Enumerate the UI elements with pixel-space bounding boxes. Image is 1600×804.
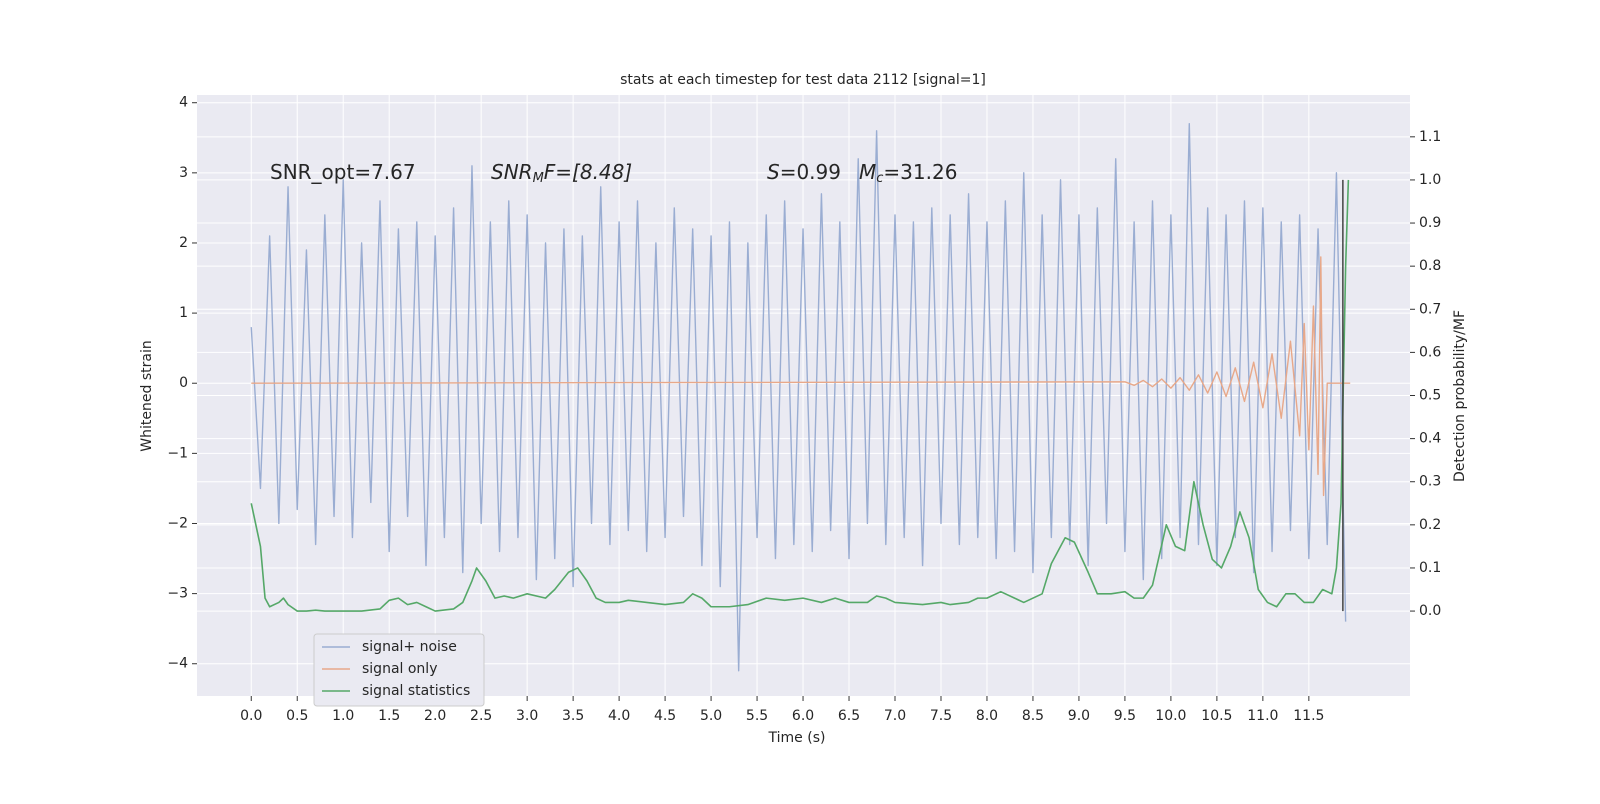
x-tick-label: 1.0 (332, 708, 354, 724)
annotation-part: =0.99 (780, 160, 841, 184)
y-tick-label: −2 (167, 515, 188, 531)
x-tick-label: 0.5 (286, 708, 308, 724)
x-tick-label: 6.5 (838, 708, 860, 724)
y-tick-label: 4 (179, 95, 188, 111)
x-tick-label: 3.0 (516, 708, 538, 724)
legend: signal+ noise signal only signal statistic… (313, 633, 485, 707)
legend-label: signal only (362, 661, 437, 677)
x-tick-label: 9.5 (1114, 708, 1136, 724)
annotation: SNRMF=[8.48] (491, 160, 632, 186)
x-tick-label: 5.5 (746, 708, 768, 724)
legend-label: signal+ noise (362, 639, 457, 655)
axes: 0.0 0.5 1.0 1.5 2.0 2.5 3.0 3.5 4.0 4.5 5.0 5.5 6.0 6… (167, 95, 1441, 724)
y2-tick-label: 0.2 (1419, 517, 1441, 533)
x-tick-label: 6.0 (792, 708, 814, 724)
series-line (250, 123, 1347, 672)
annotation-part: S (767, 160, 780, 184)
x-tick-label: 4.5 (654, 708, 676, 724)
x-tick-label: 10.5 (1201, 708, 1232, 724)
y2-tick-label: 1.0 (1419, 172, 1441, 188)
y2-tick-label: 0.1 (1419, 560, 1441, 576)
annotation-part: F=[8.48] (544, 160, 632, 184)
annotation-part: =31.26 (883, 160, 957, 184)
annotation-part: M (533, 171, 544, 186)
y2-tick-label: 0.0 (1419, 603, 1441, 619)
y-tick-label: 1 (179, 305, 188, 321)
x-tick-label: 4.0 (608, 708, 630, 724)
y2-tick-label: 0.5 (1419, 388, 1441, 404)
chart-title: stats at each timestep for test data 211… (620, 72, 986, 88)
x-tick-label: 8.0 (976, 708, 998, 724)
y2-tick-label: 1.1 (1419, 129, 1441, 145)
x-tick-label: 1.5 (378, 708, 400, 724)
annotation: S=0.99 (767, 160, 841, 184)
y-tick-label: 3 (179, 165, 188, 181)
x-tick-label: 2.5 (470, 708, 492, 724)
annotation-part: c (876, 171, 883, 186)
y2-tick-label: 0.7 (1419, 301, 1441, 317)
x-tick-label: 11.5 (1293, 708, 1324, 724)
x-tick-label: 7.5 (930, 708, 952, 724)
x-tick-label: 9.0 (1068, 708, 1090, 724)
y2-tick-label: 0.3 (1419, 474, 1441, 490)
annotation-part: SNR_opt=7.67 (270, 160, 416, 184)
annotation: SNR_opt=7.67 (270, 160, 416, 184)
annotation: Mc=31.26 (859, 160, 957, 186)
series-line (251, 256, 1351, 497)
x-tick-label: 10.0 (1155, 708, 1186, 724)
x-tick-label: 5.0 (700, 708, 722, 724)
y2-tick-label: 0.9 (1419, 215, 1441, 231)
y2-tick-label: 0.8 (1419, 258, 1441, 274)
y2-axis-label: Detection probability/MF (1452, 310, 1468, 482)
y-tick-label: −3 (167, 586, 188, 602)
annotations: SNR_opt=7.67 SNRMF=[8.48] S=0.99 Mc=31.26 (270, 160, 957, 186)
x-tick-label: 11.0 (1247, 708, 1278, 724)
x-tick-label: 7.0 (884, 708, 906, 724)
y-tick-label: −4 (167, 656, 188, 672)
annotation-part: M (859, 160, 876, 184)
y-tick-label: 0 (179, 375, 188, 391)
legend-box (313, 633, 485, 707)
y-axis-label: Whitened strain (139, 340, 155, 451)
annotation-part: SNR (491, 160, 533, 184)
y-tick-label: 2 (179, 235, 188, 251)
series-line (250, 179, 1350, 612)
x-tick-label: 8.5 (1022, 708, 1044, 724)
y-tick-label: −1 (167, 445, 188, 461)
legend-label: signal statistics (362, 683, 470, 699)
x-tick-label: 0.0 (240, 708, 262, 724)
y2-tick-label: 0.4 (1419, 431, 1441, 447)
marks (250, 123, 1351, 672)
x-tick-label: 3.5 (562, 708, 584, 724)
x-tick-label: 2.0 (424, 708, 446, 724)
x-axis-label: Time (s) (768, 730, 826, 746)
y2-tick-label: 0.6 (1419, 344, 1441, 360)
